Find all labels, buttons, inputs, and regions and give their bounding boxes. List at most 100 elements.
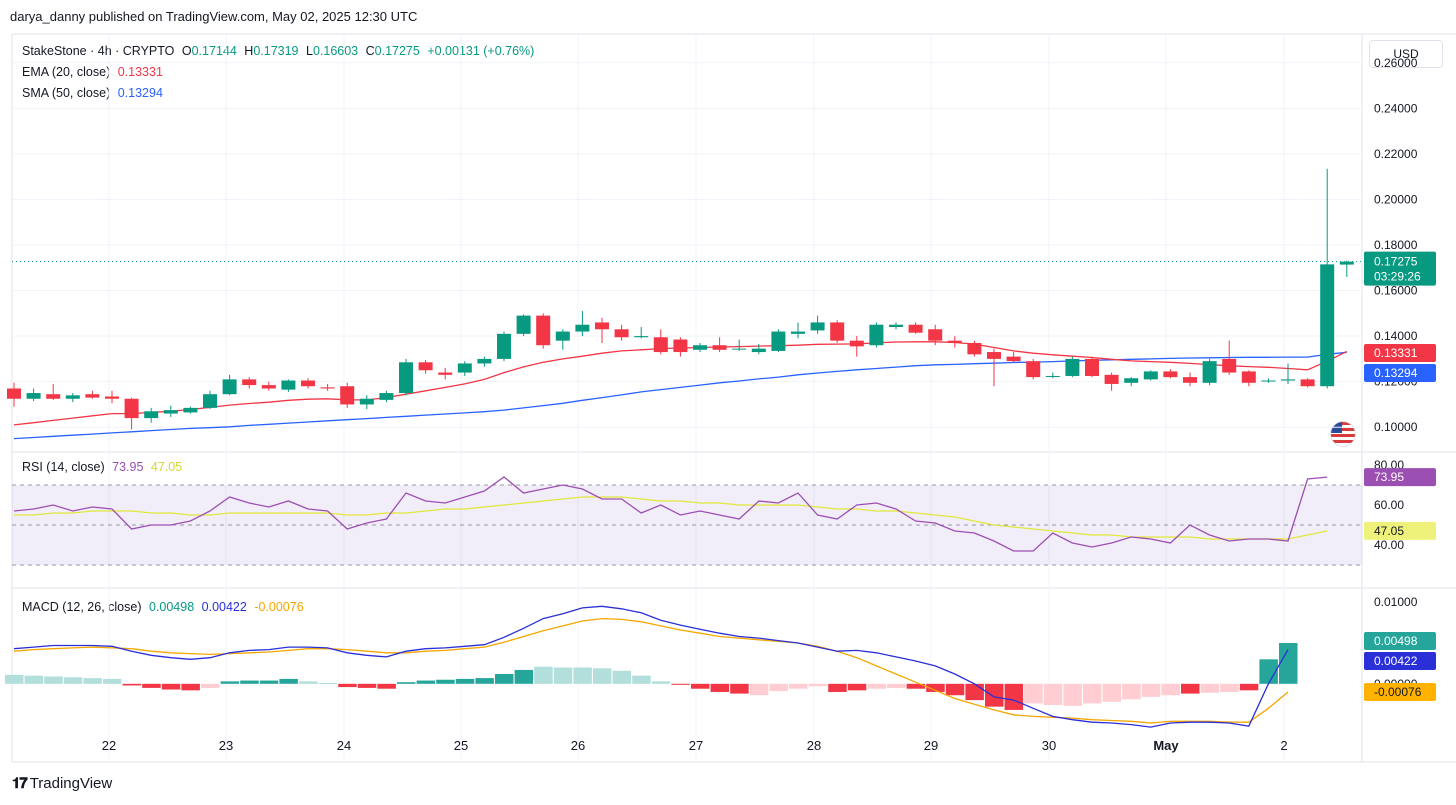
- macd-histogram-bar: [945, 683, 965, 696]
- macd-histogram-bar: [593, 668, 612, 684]
- candle: [1163, 369, 1178, 379]
- macd-histogram-bar: [1024, 683, 1043, 704]
- candle: [46, 383, 61, 400]
- macd-histogram-bar: [867, 683, 886, 689]
- ohlc-high: H0.17319: [244, 44, 299, 58]
- rsi-value: 73.95: [112, 460, 144, 474]
- macd-histogram-bar: [1004, 683, 1024, 710]
- macd-histogram-bar: [1043, 683, 1063, 706]
- candle: [1183, 372, 1197, 387]
- candle-body: [399, 362, 413, 394]
- candle-body: [634, 336, 649, 338]
- macd-histogram-bar: [808, 683, 828, 687]
- ema-value: 0.13331: [117, 65, 163, 79]
- currency-selector[interactable]: USD: [1369, 40, 1443, 68]
- rsi-tick-label: 60.00: [1374, 498, 1404, 512]
- macd-histogram-bar: [965, 683, 984, 701]
- rsi-ma-axis-label-bg: [1364, 521, 1436, 540]
- candle-body: [85, 394, 100, 398]
- candle-body: [595, 322, 609, 330]
- price-tick-label: 0.16000: [1374, 284, 1418, 298]
- candle: [1281, 363, 1295, 384]
- macd-histogram-bar: [103, 678, 122, 684]
- macd-histogram-bar: [1239, 683, 1259, 691]
- macd-histogram-bar: [416, 680, 436, 684]
- rsi-ma-line: [14, 496, 1328, 540]
- price-tick-label: 0.22000: [1374, 147, 1418, 161]
- macd-histogram-bar: [985, 683, 1004, 707]
- candle-body: [1281, 379, 1295, 381]
- candle: [1300, 378, 1315, 388]
- macd-histogram-bar: [1220, 683, 1239, 692]
- candle-body: [771, 331, 786, 351]
- candle-body: [1045, 375, 1060, 377]
- candle: [301, 378, 315, 389]
- ohlc-close: C0.17275: [365, 44, 420, 58]
- macd-histogram-bar: [240, 680, 259, 684]
- rsi-legend[interactable]: RSI (14, close) 73.95 47.05: [22, 460, 186, 474]
- macd-histogram-bar: [495, 674, 514, 684]
- candle-body: [183, 407, 198, 413]
- macd-histogram-bar: [710, 683, 730, 692]
- macd-histogram-bar: [1102, 683, 1122, 702]
- macd-axis-label: 0.00498: [1374, 634, 1418, 648]
- macd-histogram-bar: [769, 683, 788, 692]
- ema-axis-label-bg: [1364, 344, 1436, 362]
- macd-histogram-bar: [318, 683, 338, 684]
- candle-body: [1241, 371, 1256, 383]
- macd-legend[interactable]: MACD (12, 26, close) 0.00498 0.00422 -0.…: [22, 600, 308, 614]
- signal-axis-label: 0.00422: [1374, 654, 1418, 668]
- sma-legend[interactable]: SMA (50, close) 0.13294: [22, 86, 167, 100]
- candle: [712, 337, 727, 353]
- us-flag-icon[interactable]: [1330, 421, 1356, 447]
- ema-legend[interactable]: EMA (20, close) 0.13331: [22, 65, 167, 79]
- candle: [65, 393, 80, 403]
- x-tick-label: May: [1153, 738, 1179, 753]
- macd-histogram-bar: [475, 678, 494, 684]
- candle-body: [320, 387, 335, 389]
- macd-histogram-bar: [1181, 683, 1200, 694]
- candle-body: [457, 363, 472, 373]
- candle: [1202, 358, 1217, 386]
- macd-histogram-bar: [201, 683, 220, 688]
- candle-body: [1300, 379, 1315, 387]
- macd-histogram-bar: [44, 676, 63, 684]
- candle-body: [203, 394, 217, 408]
- candle: [1261, 378, 1276, 383]
- hist-axis-label-bg: [1364, 683, 1436, 701]
- candle-body: [751, 348, 766, 353]
- ema-axis-label: 0.13331: [1374, 346, 1418, 360]
- candle: [595, 317, 609, 343]
- macd-value: 0.00498: [148, 600, 195, 614]
- change-value: +0.00131 (+0.76%): [427, 44, 535, 58]
- candle: [536, 313, 551, 349]
- candle-body: [1261, 380, 1276, 382]
- candle: [281, 379, 296, 392]
- macd-histogram-bar: [181, 683, 200, 691]
- candle: [1241, 370, 1256, 387]
- candle: [575, 311, 590, 337]
- macd-histogram-bar: [455, 678, 475, 684]
- tradingview-logo-icon: 𝟏𝟕: [12, 775, 28, 792]
- candle: [869, 322, 884, 348]
- sma-value: 0.13294: [117, 86, 163, 100]
- candle: [555, 329, 570, 350]
- symbol-label[interactable]: StakeStone · 4h · CRYPTO: [22, 44, 175, 58]
- candle-body: [340, 386, 355, 405]
- macd-histogram-bar: [1141, 683, 1161, 697]
- candle: [673, 337, 688, 357]
- candle-body: [1202, 361, 1217, 383]
- candle-body: [1143, 371, 1158, 380]
- macd-histogram-bar: [377, 683, 396, 689]
- candle: [144, 407, 159, 423]
- macd-histogram-bar: [749, 683, 769, 696]
- candle: [477, 356, 492, 367]
- candle: [340, 382, 355, 408]
- candle-body: [555, 331, 570, 341]
- tradingview-logo[interactable]: 𝟏𝟕 TradingView: [12, 775, 112, 792]
- candle: [516, 314, 531, 337]
- macd-histogram-bar: [906, 683, 926, 689]
- macd-histogram-bar: [691, 683, 710, 689]
- candle-body: [1085, 358, 1099, 376]
